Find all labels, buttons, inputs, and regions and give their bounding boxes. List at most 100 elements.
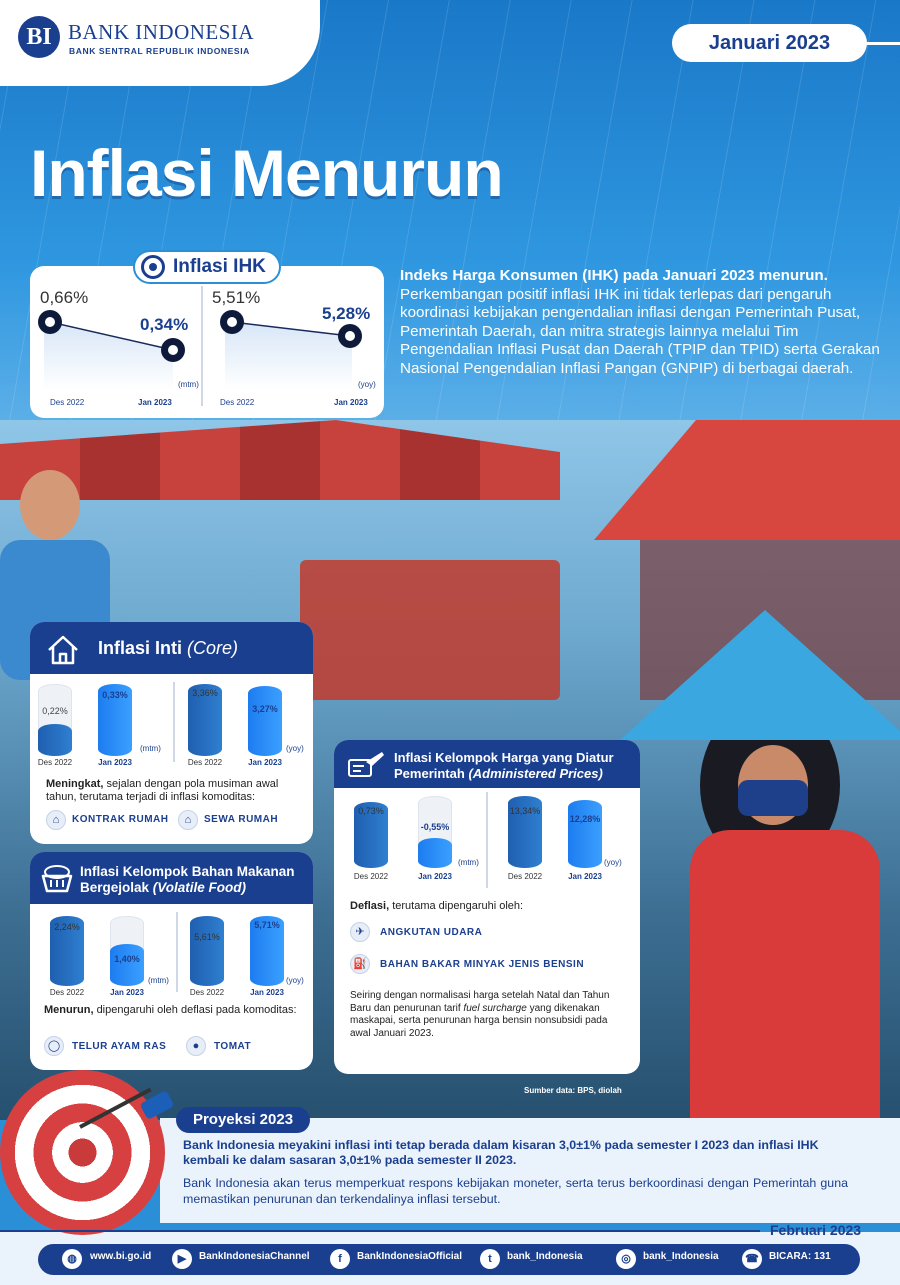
footer-link-instagram[interactable]: bank_Indonesia [643,1251,719,1262]
ap-divider [486,792,488,888]
projection-text-1: Bank Indonesia meyakini inflasi inti tet… [183,1138,819,1167]
ap-note-body: terutama dipengaruhi oleh: [392,900,524,912]
instagram-icon: ◎ [616,1249,636,1269]
footer-link-youtube[interactable]: BankIndonesiaChannel [199,1251,310,1262]
vf-mtm-prev-date: Des 2022 [49,988,85,997]
ap-explanation-2: yang dikenakan maskapai, serta penurunan… [350,1002,608,1039]
ap-explanation-1: Seiring dengan normalisasi harga setelah… [350,990,610,1014]
ihk-yoy-prev: 5,51% [212,288,261,307]
ihk-yoy-unit: (yoy) [358,380,376,389]
vf-mtm-unit: (mtm) [148,976,169,985]
ap-mtm-prev-date: Des 2022 [353,872,389,881]
core-item-2: SEWA RUMAH [204,814,279,825]
brand-name: BANK INDONESIA [68,20,255,44]
woman-body [690,830,880,1120]
ihk-title: Inflasi IHK [173,256,266,277]
core-header: Inflasi Inti (Core) [30,622,313,674]
vf-title-line2: Bergejolak [80,880,150,895]
footer-divider [0,1230,760,1232]
ap-header: Inflasi Kelompok Harga yang Diatur Pemer… [334,740,640,788]
vf-yoy-now-bar [250,916,284,986]
ap-mtm-now-date: Jan 2023 [418,872,452,881]
core-title: Inflasi Inti [98,638,183,658]
footer-link-facebook[interactable]: BankIndonesiaOfficial [357,1251,463,1262]
vf-note-body: dipengaruhi oleh deflasi pada komoditas: [96,1004,297,1016]
ap-mtm-prev-value: 0,73% [358,806,384,816]
ap-item-1: ANGKUTAN UDARA [380,927,483,938]
core-inflation-card: Inflasi Inti (Core) 0,22% 0,33% (mtm) De… [30,622,313,844]
vf-header: Inflasi Kelompok Bahan Makanan Bergejola… [30,852,313,904]
vf-item-2: TOMAT [214,1041,252,1052]
ihk-mtm-prev-date: Des 2022 [50,398,85,407]
footer-contact[interactable]: BICARA: 131 [769,1251,831,1262]
yoy-area [225,322,352,390]
mtm-line [49,321,174,351]
vf-title-italic: (Volatile Food) [152,880,247,895]
vf-yoy-now-date: Jan 2023 [250,988,284,997]
tomato-icon: ● [186,1036,206,1056]
vf-mtm-now-value: 1,40% [114,954,140,964]
intro-lead: Indeks Harga Konsumen (IHK) pada Januari… [400,267,828,284]
ap-title-italic: (Administered Prices) [468,766,603,781]
ap-title-line2: Pemerintah [394,766,465,781]
vf-yoy-unit: (yoy) [286,976,304,985]
ihk-mtm-now: 0,34% [140,315,189,334]
ihk-mtm-unit: (mtm) [178,380,199,389]
bi-logo-icon: BI [18,16,60,58]
core-divider [173,682,175,762]
ap-yoy-prev-date: Des 2022 [507,872,543,881]
yoy-line [231,321,351,337]
vf-yoy-prev-date: Des 2022 [189,988,225,997]
ap-yoy-now-value: 12,28% [569,814,601,824]
vf-mtm-now-bar [110,944,144,986]
intro-body: Perkembangan positif inflasi IHK ini tid… [400,285,880,377]
page-title: Inflasi Menurun [30,136,504,210]
twitter-icon: t [480,1249,500,1269]
core-note-lead: Meningkat, [46,778,104,790]
contract-house-icon: ⌂ [46,810,66,830]
food-basket-icon [41,865,73,893]
vf-yoy-now-value: 5,71% [254,920,280,930]
vf-note: Menurun, dipengaruhi oleh deflasi pada k… [44,1004,304,1017]
core-yoy-now-value: 3,27% [252,704,278,714]
ap-mtm-prev-bar [354,802,388,868]
ap-yoy-now-date: Jan 2023 [568,872,602,881]
brand-subtitle: BANK SENTRAL REPUBLIK INDONESIA [69,46,250,56]
ap-title-line1: Inflasi Kelompok Harga yang Diatur [394,750,614,765]
ap-note: Deflasi, terutama dipengaruhi oleh: [350,900,630,913]
vf-note-lead: Menurun, [44,1004,94,1016]
ap-mtm-unit: (mtm) [458,858,479,867]
vf-yoy-prev-value: 5,61% [194,932,220,942]
ihk-yoy-now: 5,28% [322,304,371,323]
projection-title: Proyeksi 2023 [176,1107,310,1133]
administered-prices-card: Inflasi Kelompok Harga yang Diatur Pemer… [334,740,640,1074]
ap-mtm-now-value: -0,55% [420,822,450,832]
ihk-card: 0,66% 0,34% (mtm) Des 2022 Jan 2023 5,51… [30,266,384,418]
core-yoy-now-date: Jan 2023 [248,758,282,767]
core-mtm-prev-date: Des 2022 [37,758,73,767]
vf-mtm-prev-bar [50,916,84,986]
airplane-icon: ✈ [350,922,370,942]
vf-title-line1: Inflasi Kelompok Bahan Makanan [80,864,295,879]
vf-divider [176,912,178,992]
vendor-face [20,470,80,540]
bank-logo[interactable]: BI BANK INDONESIA BANK SENTRAL REPUBLIK … [0,0,320,86]
egg-icon: ◯ [44,1036,64,1056]
vf-mtm-prev-value: 2,24% [54,922,80,932]
footer-link-twitter[interactable]: bank_Indonesia [507,1251,583,1262]
core-yoy-now-bar [248,686,282,756]
core-mtm-now-bar [98,684,132,756]
divider [865,42,900,45]
web-icon: ◍ [62,1249,82,1269]
vegetable-stall [300,560,560,700]
core-mtm-prev-value: 0,22% [42,706,68,716]
house-icon [48,635,78,665]
data-source: Sumber data: BPS, diolah [524,1086,622,1095]
rent-house-icon: ⌂ [178,810,198,830]
plane-ticket-icon [348,752,384,777]
mtm-area [44,322,173,390]
footer-link-web[interactable]: www.bi.go.id [90,1251,152,1262]
ap-item-2: BAHAN BAKAR MINYAK JENIS BENSIN [380,959,585,970]
core-mtm-now-date: Jan 2023 [98,758,132,767]
youtube-icon: ▶ [172,1249,192,1269]
